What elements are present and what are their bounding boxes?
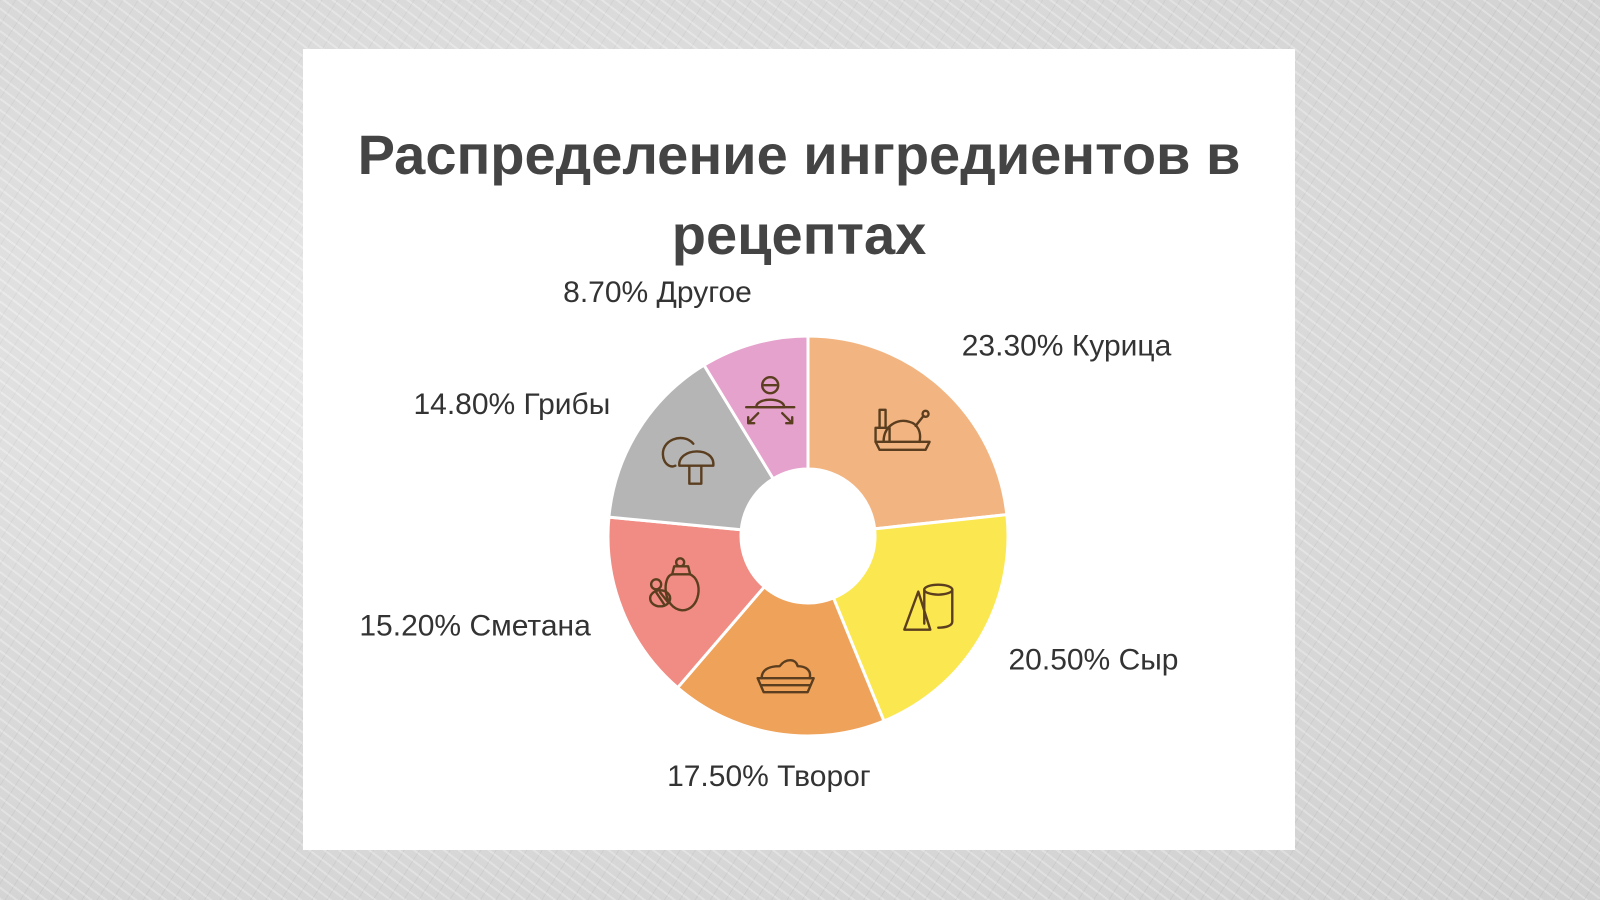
cheese-icon bbox=[903, 583, 954, 631]
slice-label-Сыр: 20.50% Сыр bbox=[1008, 643, 1178, 676]
chart-title: Распределение ингредиентов в рецептах bbox=[357, 123, 1241, 266]
chart-card: Распределение ингредиентов в рецептах 23… bbox=[303, 49, 1295, 850]
slice-Сыр bbox=[831, 513, 1010, 723]
cottage-cheese-icon bbox=[756, 659, 815, 694]
sour-cream-icon bbox=[648, 557, 700, 612]
slice-label-Сметана: 15.20% Сметана bbox=[359, 610, 591, 643]
donut-chart: 23.30% Курица 20.50% Сыр 17.50% Творог 15.2… bbox=[359, 276, 1178, 793]
slice-label-Грибы: 14.80% Грибы bbox=[413, 388, 610, 421]
slice-Сметана bbox=[606, 515, 767, 690]
slice-Курица bbox=[806, 334, 1009, 531]
chicken-icon bbox=[874, 408, 931, 452]
slice-Творог bbox=[675, 584, 886, 738]
slice-label-Другое: 8.70% Другое bbox=[563, 276, 752, 309]
slice-label-Курица: 23.30% Курица bbox=[962, 330, 1172, 363]
other-icon bbox=[745, 375, 796, 425]
slice-label-Творог: 17.50% Творог bbox=[667, 760, 871, 793]
slice-Грибы bbox=[607, 363, 776, 532]
mushroom-icon bbox=[661, 436, 715, 485]
